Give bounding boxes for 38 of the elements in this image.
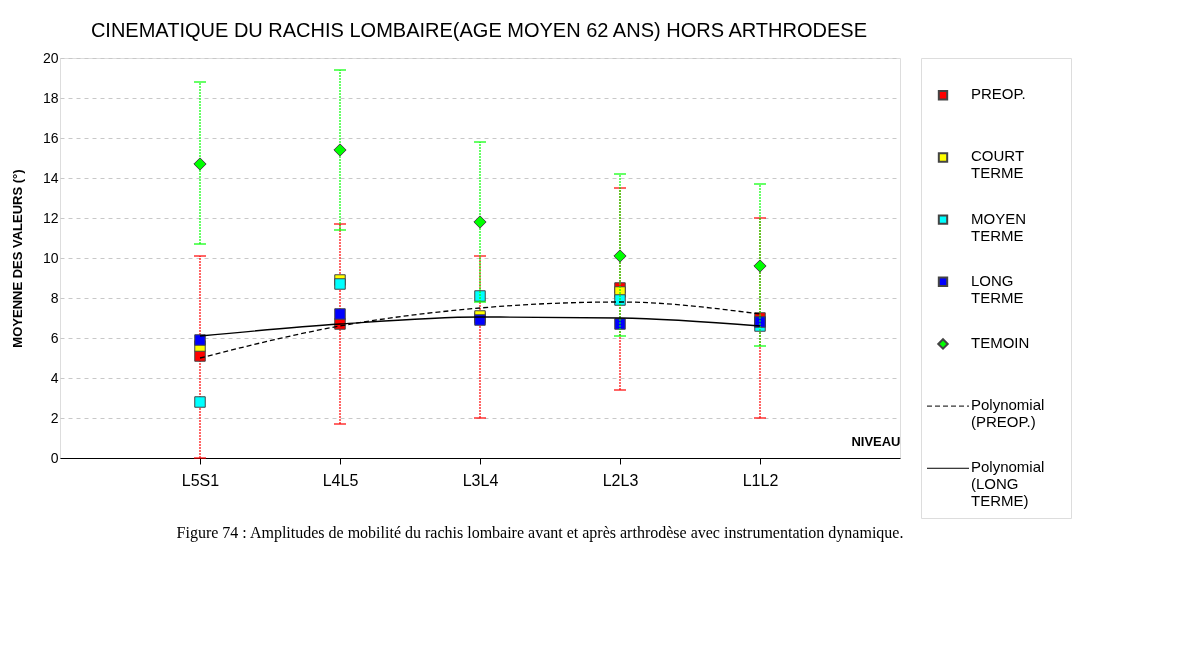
x-axis-title: NIVEAU (851, 433, 901, 449)
y-tick-label: 14 (42, 169, 59, 186)
point (474, 290, 486, 302)
x-tick-label: L2L3 (602, 471, 639, 489)
point (614, 318, 626, 330)
legend-label: LONG TERME (971, 271, 1024, 306)
point (334, 278, 346, 290)
legend-label: PREOP. (971, 85, 1026, 103)
y-tick-label: 16 (42, 129, 59, 146)
x-tick-label: L3L4 (462, 471, 499, 489)
y-tick-label: 18 (42, 89, 59, 106)
x-tick-label: L1L2 (742, 471, 779, 489)
legend-label: COURT TERME (971, 147, 1025, 182)
point (194, 396, 206, 408)
y-tick-label: 4 (50, 369, 59, 386)
point (194, 334, 206, 346)
point (333, 143, 347, 157)
y-tick-label: 12 (42, 209, 59, 226)
y-tick-label: 20 (42, 49, 59, 66)
y-axis-title: MOYENNE DES VALEURS (°) (9, 169, 25, 348)
x-tick-label: L5S1 (181, 471, 220, 489)
point (334, 308, 346, 320)
x-tick-label: L4L5 (322, 471, 359, 489)
legend-label: Polynomial (LONG TERME) (971, 458, 1045, 510)
y-tick-label: 10 (42, 249, 59, 266)
y-tick-label: 0 (50, 449, 59, 466)
point (753, 259, 767, 273)
y-tick-label: 8 (50, 289, 59, 306)
caption: Figure 74 : Amplitudes de mobilité du rachis lombaire avant et après arthrodèse avec instrumentation dynamique. (176, 524, 904, 542)
legend-label: MOYEN TERME (971, 209, 1027, 244)
legend-label: TEMOIN (971, 333, 1030, 351)
y-tick-label: 6 (50, 329, 59, 346)
legend-label: Polynomial (PREOP.) (971, 396, 1045, 431)
point (473, 215, 487, 229)
point (613, 249, 627, 263)
chart-title: CINEMATIQUE DU RACHIS LOMBAIRE(AGE MOYEN 62 ANS) HORS ARTHRODESE (90, 18, 868, 41)
point (193, 157, 207, 171)
y-tick-label: 2 (50, 409, 59, 426)
